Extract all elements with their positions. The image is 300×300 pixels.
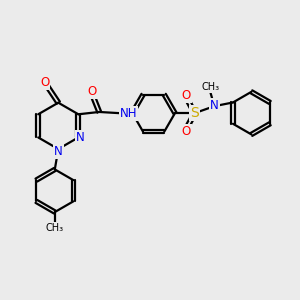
Text: N: N xyxy=(76,131,85,144)
Text: N: N xyxy=(54,146,63,158)
Text: O: O xyxy=(182,89,191,102)
Text: NH: NH xyxy=(120,106,137,120)
Text: O: O xyxy=(40,76,50,89)
Text: O: O xyxy=(88,85,97,98)
Text: S: S xyxy=(190,106,199,120)
Text: CH₃: CH₃ xyxy=(46,223,64,233)
Text: CH₃: CH₃ xyxy=(202,82,220,92)
Text: O: O xyxy=(182,124,191,138)
Text: N: N xyxy=(210,99,219,112)
